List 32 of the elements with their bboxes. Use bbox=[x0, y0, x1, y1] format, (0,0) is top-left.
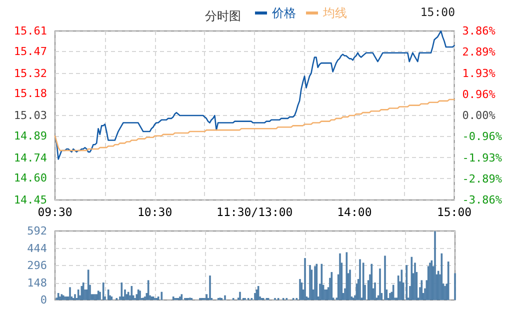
y-tick-label: 15.61 bbox=[14, 24, 47, 38]
y2-tick-label: -3.86% bbox=[462, 194, 502, 206]
y-tick-label: 444 bbox=[27, 242, 48, 255]
y2-tick-label: 3.86% bbox=[462, 24, 496, 38]
y2-tick-label: 2.89% bbox=[462, 46, 496, 59]
legend-label: 均线 bbox=[322, 6, 347, 20]
y2-tick-label: -0.96% bbox=[462, 130, 502, 144]
y-tick-label: 0 bbox=[40, 294, 47, 306]
y-tick-label: 296 bbox=[27, 259, 47, 272]
y2-tick-label: 0.96% bbox=[462, 88, 496, 101]
y2-tick-label: -2.89% bbox=[462, 172, 502, 186]
y-tick-label: 15.18 bbox=[14, 87, 47, 100]
y2-tick-label: 1.93% bbox=[462, 66, 496, 80]
y-tick-label: 15.03 bbox=[14, 109, 47, 122]
chart-title: 分时图 bbox=[205, 9, 241, 23]
y-tick-label: 148 bbox=[27, 276, 47, 290]
y2-tick-label: 0.00% bbox=[462, 109, 496, 122]
x-tick-label: 15:00 bbox=[436, 205, 472, 219]
y-tick-label: 15.47 bbox=[14, 44, 47, 58]
text: 15:00 bbox=[420, 5, 456, 19]
x-tick-label: 09:30 bbox=[38, 205, 72, 219]
legend-label: 价格 bbox=[271, 6, 296, 20]
y-tick-label: 14.89 bbox=[14, 129, 47, 142]
y-tick-label: 15.32 bbox=[14, 66, 47, 80]
y-tick-label: 14.60 bbox=[14, 172, 47, 185]
x-tick-label: 11:30/13:00 bbox=[216, 205, 293, 219]
x-tick-label: 10:30 bbox=[138, 205, 172, 219]
y-tick-label: 14.74 bbox=[14, 151, 48, 164]
x-tick-label: 14:00 bbox=[337, 205, 372, 219]
y-tick-label: 14.45 bbox=[14, 194, 47, 206]
y2-tick-label: -1.93% bbox=[462, 151, 502, 164]
y-tick-label: 592 bbox=[27, 224, 47, 238]
